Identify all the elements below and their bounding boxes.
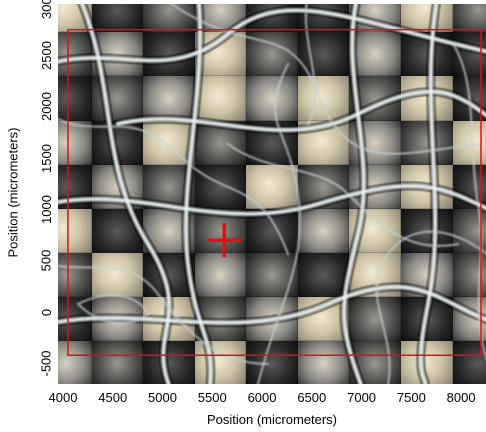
mosaic-tile bbox=[58, 76, 92, 121]
mosaic-tile bbox=[194, 76, 247, 121]
mosaic-tile-grid bbox=[58, 4, 486, 384]
image-plot-area[interactable] bbox=[58, 4, 486, 384]
plot-overlay bbox=[67, 28, 482, 356]
mosaic-tile bbox=[400, 120, 453, 165]
mosaic-tile bbox=[297, 208, 350, 254]
mosaic-tile bbox=[194, 253, 247, 298]
mosaic-tile bbox=[91, 341, 144, 384]
mosaic-tile bbox=[58, 253, 92, 298]
x-tick-label: 7000 bbox=[347, 390, 377, 405]
mosaic-tile bbox=[452, 4, 486, 33]
mosaic-tile bbox=[58, 120, 92, 165]
mosaic-tile bbox=[246, 76, 298, 121]
y-tick-label: 0 bbox=[38, 308, 54, 316]
y-tick-label: 3000 bbox=[38, 0, 54, 19]
position-cross-marker[interactable] bbox=[207, 223, 242, 258]
mosaic-tile bbox=[400, 4, 453, 33]
x-axis-label: Position (micrometers) bbox=[206, 412, 338, 427]
y-tick-label: -500 bbox=[38, 350, 54, 377]
x-tick-label: 5000 bbox=[148, 390, 177, 405]
x-tick-label: 7500 bbox=[396, 390, 426, 405]
mosaic-tile bbox=[349, 32, 401, 77]
y-tick-label: 500 bbox=[38, 249, 54, 272]
x-tick-label: 8000 bbox=[446, 390, 476, 405]
mosaic-tile bbox=[143, 4, 195, 33]
mosaic-tile bbox=[58, 341, 92, 384]
mosaic-tile bbox=[246, 253, 298, 298]
mosaic-tile bbox=[297, 341, 350, 384]
mosaic-tile bbox=[297, 253, 350, 298]
selection-rectangle[interactable] bbox=[67, 28, 482, 356]
mosaic-tile bbox=[143, 76, 195, 121]
y-tick-label: 2000 bbox=[38, 92, 54, 122]
y-tick-label: 1000 bbox=[38, 194, 54, 224]
mosaic-tile bbox=[58, 208, 92, 254]
x-tick-label: 6500 bbox=[297, 390, 327, 405]
mosaic-tile bbox=[349, 297, 401, 342]
y-tick-label: 2500 bbox=[38, 40, 54, 70]
x-tick-label: 4500 bbox=[98, 390, 128, 405]
mosaic-tile bbox=[297, 76, 350, 121]
x-tick-label: 4000 bbox=[48, 390, 78, 405]
x-tick-label: 5500 bbox=[197, 390, 227, 405]
y-tick-label: 1500 bbox=[38, 143, 54, 173]
mosaic-tile bbox=[91, 4, 144, 33]
mosaic-tile bbox=[194, 341, 247, 384]
x-tick-label: 6000 bbox=[247, 390, 277, 405]
y-axis-label: Position (micrometers) bbox=[5, 127, 21, 258]
